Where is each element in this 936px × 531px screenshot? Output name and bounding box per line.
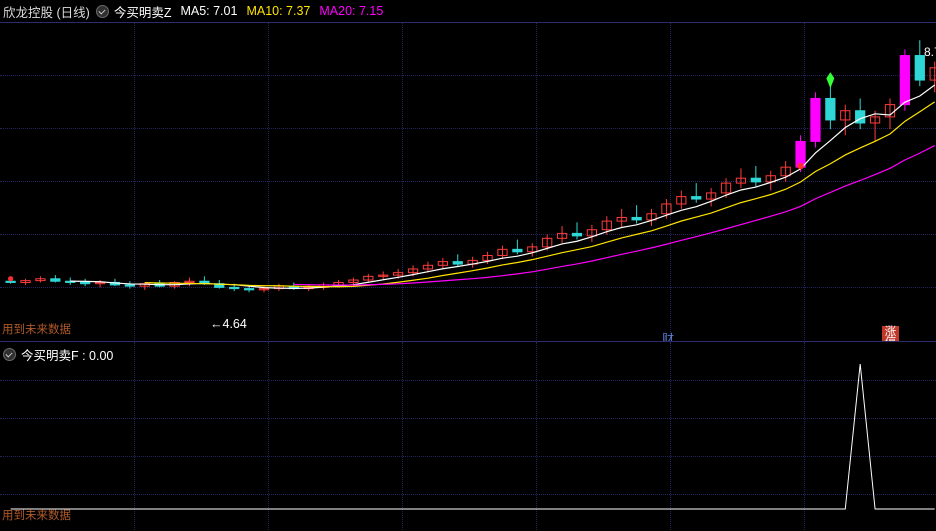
- indicator-pane-header: 今买明卖F : 0.00: [3, 345, 113, 364]
- low-price-label: ←4.64: [210, 317, 247, 331]
- price-grid: [0, 23, 936, 340]
- ma10-value: MA10: 7.37: [246, 4, 311, 18]
- future-data-warning-main: 用到未来数据: [2, 324, 71, 336]
- stock-title: 欣龙控股 (日线): [3, 5, 90, 20]
- indicator-pane[interactable]: 用到未来数据: [0, 341, 936, 530]
- indicator-grid: [0, 342, 936, 530]
- high-price-label: 8.7: [924, 45, 936, 59]
- ma20-value: MA20: 7.15: [319, 4, 384, 18]
- future-data-warning-sub: 用到未来数据: [2, 510, 71, 522]
- indicator-line: [10, 363, 935, 510]
- main-pane-header: 欣龙控股 (日线) 今买明卖Z MA5: 7.01 MA10: 7.37 MA2…: [0, 0, 936, 22]
- price-candles: [5, 40, 936, 293]
- check-circle-icon[interactable]: [95, 4, 109, 18]
- indicator-name[interactable]: 今买明卖Z: [113, 5, 172, 20]
- sub-indicator-name[interactable]: 今买明卖F : 0.00: [21, 349, 114, 363]
- price-chart-pane[interactable]: 用到未来数据 ←4.64 8.7 财 涨停: [0, 22, 936, 351]
- ma5-value: MA5: 7.01: [180, 4, 238, 18]
- check-circle-icon-sub[interactable]: [3, 348, 16, 361]
